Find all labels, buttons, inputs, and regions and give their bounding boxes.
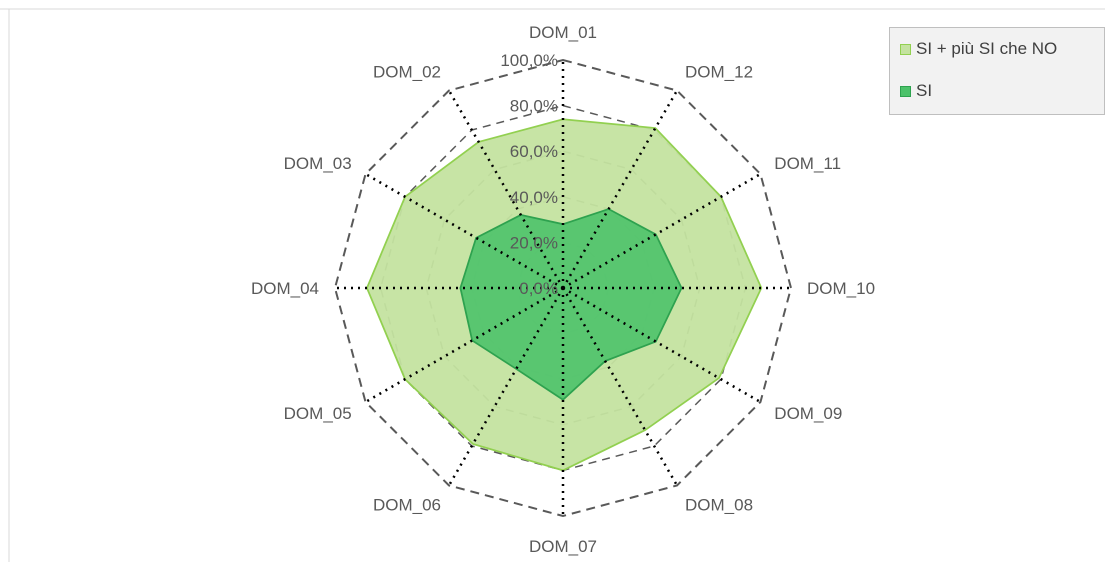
tick-label-5: 100,0%: [500, 51, 558, 70]
gridline-ring-5: [333, 58, 793, 518]
category-label-dom-04: DOM_04: [251, 279, 319, 298]
category-label-dom-06: DOM_06: [373, 496, 441, 515]
radar-spokes: [335, 60, 791, 516]
spoke-DOM_08: [561, 287, 679, 487]
legend-swatch-series-2: [900, 85, 911, 97]
spoke-DOM_05: [364, 286, 564, 404]
legend-item-series-1: SI + più SI che NO: [900, 39, 1057, 59]
category-label-dom-03: DOM_03: [284, 154, 352, 173]
category-label-dom-11: DOM_11: [774, 154, 841, 173]
category-label-dom-09: DOM_09: [774, 404, 842, 423]
radar-series: [365, 118, 763, 472]
category-label-dom-05: DOM_05: [284, 404, 352, 423]
legend-label-series-2: SI: [916, 81, 933, 100]
legend-item-series-2: SI: [900, 81, 932, 101]
legend-swatch-series-1: [900, 43, 911, 55]
category-label-dom-08: DOM_08: [685, 496, 753, 515]
category-label-dom-12: DOM_12: [685, 62, 753, 81]
legend-label-series-1: SI + più SI che NO: [916, 39, 1058, 58]
spoke-DOM_12: [561, 89, 679, 289]
spoke-DOM_03: [364, 172, 564, 290]
spoke-DOM_02: [447, 89, 565, 289]
radial-tick-labels: 0,0% 20,0% 40,0% 60,0% 80,0% 100,0%: [500, 51, 558, 298]
spoke-DOM_09: [562, 286, 762, 404]
tick-label-1: 20,0%: [510, 233, 558, 252]
legend: SI + più SI che NO SI: [889, 27, 1105, 115]
category-label-dom-01: DOM_01: [529, 23, 597, 42]
tick-label-3: 60,0%: [510, 142, 558, 161]
category-labels: DOM_01 DOM_12 DOM_11 DOM_10 DOM_09 DOM_08 DOM_…: [251, 23, 875, 556]
spoke-DOM_11: [562, 172, 762, 290]
tick-label-4: 80,0%: [510, 97, 558, 116]
tick-label-0: 0,0%: [519, 279, 558, 298]
spoke-DOM_06: [447, 287, 565, 487]
tick-label-2: 40,0%: [510, 188, 558, 207]
category-label-dom-10: DOM_10: [807, 279, 875, 298]
category-label-dom-02: DOM_02: [373, 62, 441, 81]
category-label-dom-07: DOM_07: [529, 537, 597, 556]
